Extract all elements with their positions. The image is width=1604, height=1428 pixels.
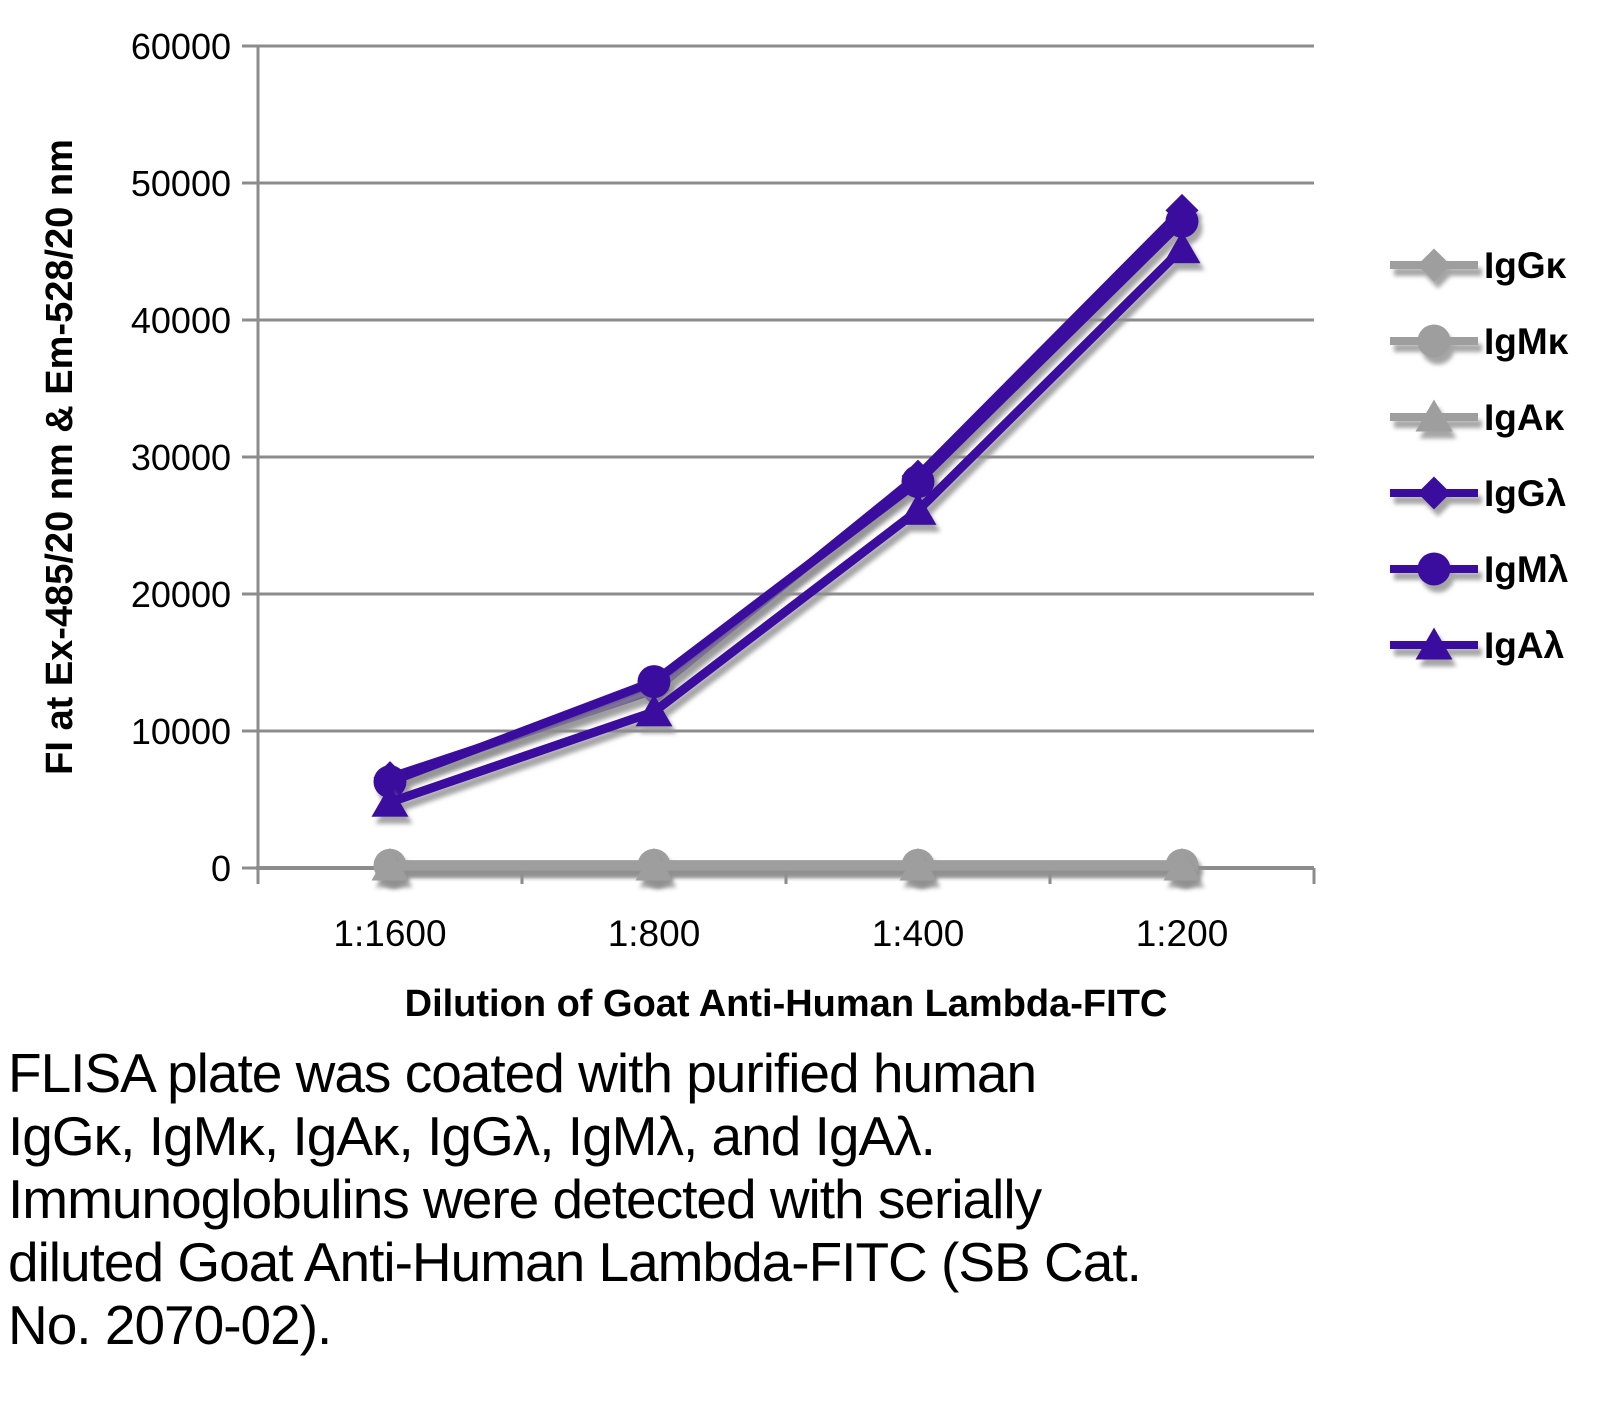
legend-key-IgMκ — [1390, 324, 1478, 358]
legend-item-IgAκ: IgAκ — [1390, 397, 1565, 438]
flisa-line-chart: 0 10000 20000 30000 40000 50000 60000 1:1600 1:8… — [39, 26, 1569, 1025]
series-IgMλ — [373, 204, 1199, 799]
series-line — [388, 218, 1186, 786]
legend-key-IgMλ — [1390, 552, 1478, 586]
series-IgAλ — [371, 231, 1201, 817]
y-tick-label-40000: 40000 — [131, 300, 231, 341]
circle-marker — [1165, 204, 1199, 238]
triangle-marker — [635, 694, 673, 727]
legend-item-IgMκ: IgMκ — [1390, 321, 1569, 362]
x-tick-label-4: 1:200 — [1136, 913, 1229, 954]
legend-label-IgMλ: IgMλ — [1484, 549, 1569, 590]
triangle-marker — [899, 492, 937, 525]
circle-marker — [637, 665, 671, 699]
y-tick-label-0: 0 — [211, 848, 231, 889]
triangle-marker — [1163, 848, 1201, 881]
triangle-marker — [1415, 399, 1453, 432]
y-tick-label-50000: 50000 — [131, 163, 231, 204]
caption-line-2: IgGκ, IgMκ, IgAκ, IgGλ, IgMλ, and IgAλ. — [8, 1105, 936, 1167]
circle-marker — [1417, 552, 1451, 586]
x-tick-label-3: 1:400 — [872, 913, 965, 954]
triangle-marker — [371, 848, 409, 881]
caption-line-4: diluted Goat Anti-Human Lambda-FITC (SB … — [8, 1231, 1142, 1293]
y-tick-label-10000: 10000 — [131, 711, 231, 752]
caption-line-3: Immunoglobulins were detected with seria… — [8, 1168, 1042, 1230]
legend-label-IgGλ: IgGλ — [1484, 473, 1567, 514]
circle-marker — [901, 465, 935, 499]
y-axis-title: FI at Ex-485/20 nm & Em-528/20 nm — [39, 139, 81, 775]
circle-marker — [1417, 324, 1451, 358]
series-IgAκ — [371, 848, 1201, 881]
x-tick-label-2: 1:800 — [608, 913, 701, 954]
legend-key-IgAλ — [1390, 627, 1478, 660]
triangle-marker — [635, 848, 673, 881]
triangle-marker — [1163, 231, 1201, 264]
legend-key-IgGλ — [1390, 476, 1478, 510]
legend-item-IgGλ: IgGλ — [1390, 473, 1567, 514]
legend-label-IgGκ: IgGκ — [1484, 245, 1567, 286]
y-tick-label-60000: 60000 — [131, 26, 231, 67]
legend-item-IgAλ: IgAλ — [1390, 625, 1565, 666]
triangle-marker — [371, 784, 409, 817]
legend-label-IgAλ: IgAλ — [1484, 625, 1565, 666]
series-IgGλ — [373, 193, 1199, 795]
legend-label-IgAκ: IgAκ — [1484, 397, 1565, 438]
legend-key-IgGκ — [1390, 248, 1478, 282]
series-line — [388, 207, 1186, 782]
triangle-marker — [899, 848, 937, 881]
triangle-marker — [1415, 627, 1453, 660]
legend-label-IgMκ: IgMκ — [1484, 321, 1569, 362]
legend-key-IgAκ — [1390, 399, 1478, 432]
legend-item-IgGκ: IgGκ — [1390, 245, 1567, 286]
legend-item-IgMλ: IgMλ — [1390, 549, 1569, 590]
caption-line-5: No. 2070-02). — [8, 1294, 332, 1356]
caption-line-1: FLISA plate was coated with purified hum… — [8, 1042, 1037, 1104]
y-tick-label-20000: 20000 — [131, 574, 231, 615]
y-tick-label-30000: 30000 — [131, 437, 231, 478]
diamond-marker — [1417, 476, 1451, 510]
x-tick-label-1: 1:1600 — [333, 913, 446, 954]
circle-marker — [373, 765, 407, 799]
x-axis-title: Dilution of Goat Anti-Human Lambda-FITC — [405, 983, 1168, 1025]
figure-caption: FLISA plate was coated with purified hum… — [8, 1042, 1598, 1357]
diamond-marker — [1417, 248, 1451, 282]
series-line — [388, 245, 1186, 807]
